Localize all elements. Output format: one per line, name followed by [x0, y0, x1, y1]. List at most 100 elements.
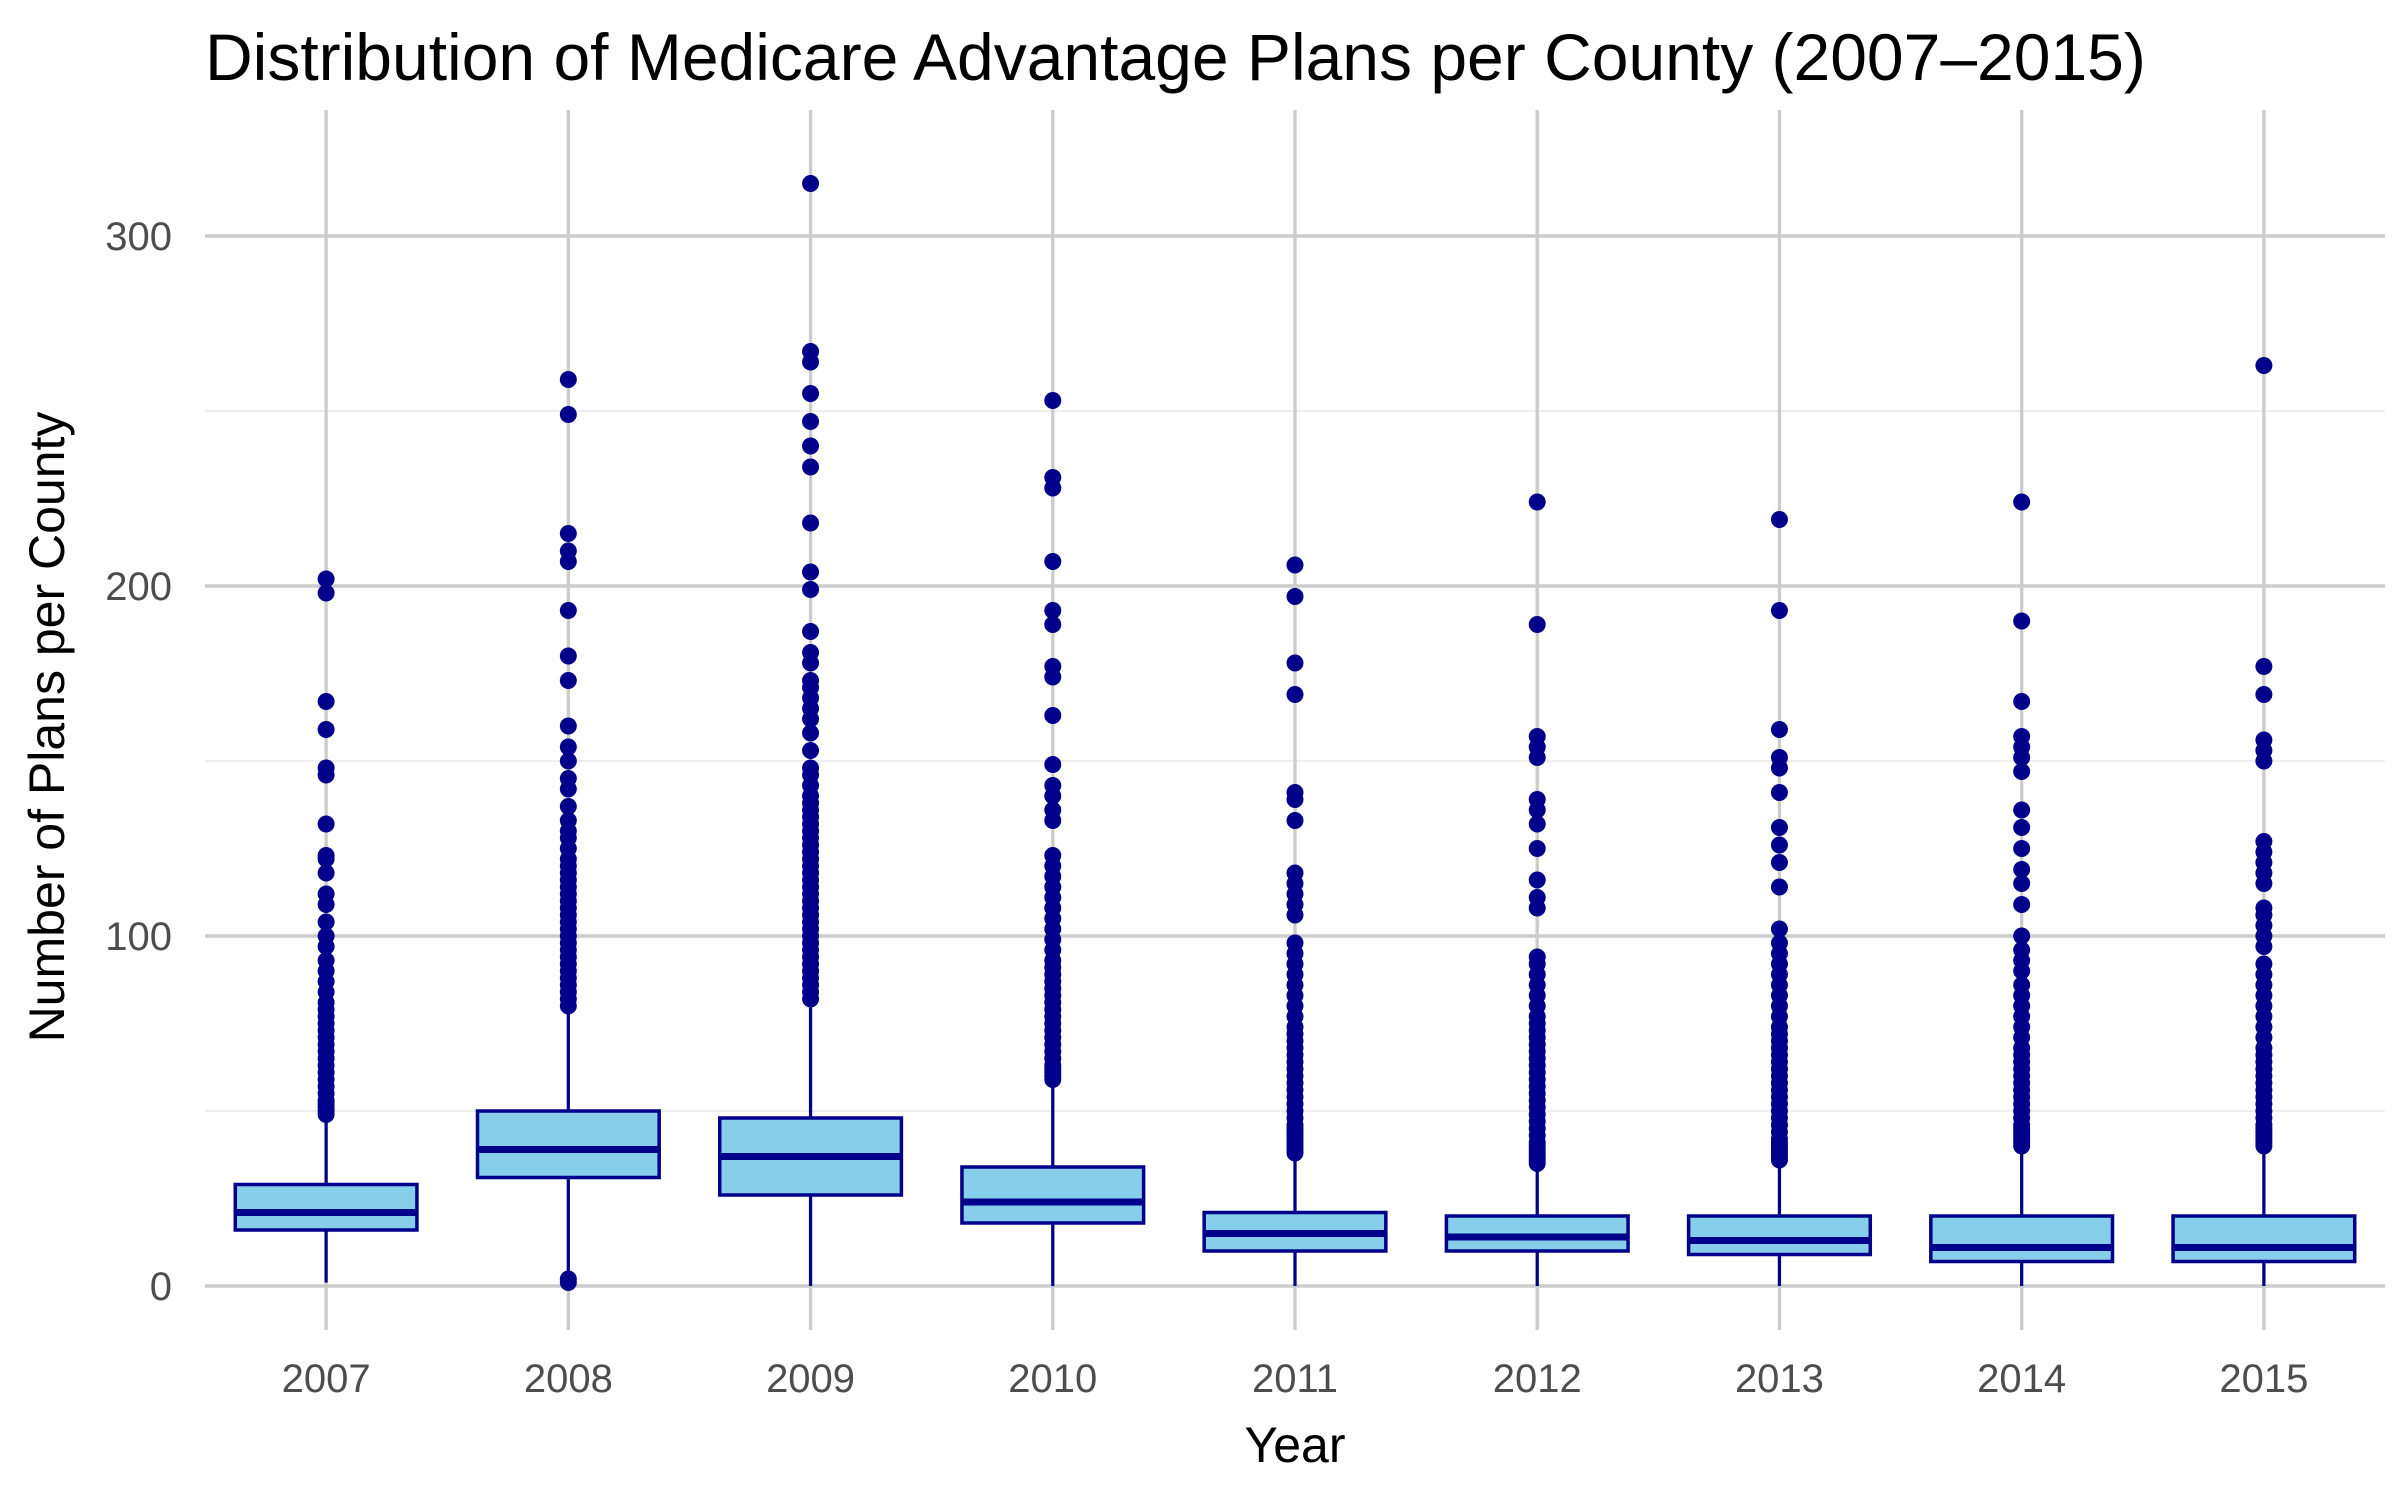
outlier-point — [2255, 955, 2273, 973]
outlier-point — [2013, 927, 2031, 945]
outlier-point — [802, 413, 820, 430]
outlier-point — [559, 812, 577, 829]
box-2007 — [233, 570, 419, 1283]
outlier-point — [2013, 728, 2031, 745]
outlier-point — [1044, 847, 1062, 864]
x-tick-label: 2008 — [524, 1357, 613, 1401]
outlier-point — [2013, 612, 2031, 630]
outlier-point — [2013, 976, 2031, 994]
outlier-point — [2255, 731, 2273, 749]
outlier-point — [1286, 864, 1304, 882]
outlier-point — [2013, 941, 2031, 959]
outlier-point — [1286, 812, 1304, 829]
box-iqr — [2171, 1214, 2357, 1264]
x-tick-label: 2011 — [1252, 1357, 1338, 1401]
outlier-point — [317, 815, 335, 833]
outlier-point — [802, 175, 820, 192]
y-tick-label: 0 — [150, 1265, 172, 1309]
x-tick-label: 2013 — [1735, 1357, 1824, 1401]
box-2009 — [717, 175, 904, 1286]
outlier-point — [1770, 721, 1788, 738]
box-iqr — [233, 1182, 419, 1232]
outlier-point — [1044, 602, 1062, 619]
y-axis-title: Number of Plans per County — [19, 412, 75, 1043]
outlier-point — [1528, 791, 1546, 808]
outlier-point — [317, 913, 335, 931]
x-tick-label: 2012 — [1493, 1357, 1582, 1401]
outlier-point — [802, 623, 820, 640]
outlier-point — [559, 525, 577, 542]
box-2010 — [960, 392, 1146, 1286]
chart-title: Distribution of Medicare Advantage Plans… — [205, 20, 2146, 94]
outlier-point — [1044, 392, 1062, 409]
x-tick-label: 2010 — [1008, 1357, 1097, 1401]
box-plots — [233, 175, 2357, 1291]
outlier-point — [2255, 357, 2273, 374]
outlier-point — [1770, 878, 1788, 896]
outlier-point — [559, 752, 577, 770]
outlier-point — [559, 798, 577, 815]
outlier-point — [802, 759, 820, 777]
outlier-point — [1044, 553, 1062, 570]
outlier-point — [317, 721, 335, 738]
outlier-point — [1044, 616, 1062, 633]
box-iqr — [1686, 1214, 1873, 1257]
outlier-point — [1528, 840, 1546, 857]
box-iqr — [475, 1109, 661, 1180]
outlier-point — [559, 406, 577, 423]
outlier-point — [2013, 801, 2031, 819]
box-2013 — [1686, 511, 1873, 1286]
outlier-point — [2255, 686, 2273, 703]
outlier-point — [802, 672, 820, 689]
outlier-point — [1528, 728, 1546, 745]
outlier-point — [1044, 658, 1062, 675]
outlier-point — [559, 602, 577, 619]
outlier-point — [317, 952, 335, 969]
outlier-point — [2013, 763, 2031, 780]
outlier-point — [802, 581, 820, 598]
outlier-point — [1770, 511, 1788, 528]
outlier-point — [559, 738, 577, 756]
outlier-point — [1528, 948, 1546, 966]
outlier-point — [2013, 896, 2031, 913]
outlier-point — [1528, 871, 1546, 889]
outlier-point — [317, 864, 335, 882]
outlier-point — [2013, 875, 2031, 892]
outlier-point — [1770, 819, 1788, 836]
outlier-point — [1528, 616, 1546, 633]
outlier-point — [802, 644, 820, 661]
x-tick-label: 2015 — [2219, 1357, 2308, 1401]
outlier-point — [802, 563, 820, 581]
x-axis-ticks: 2007 2008 2009 2010 2011 2012 2013 2014 2015 — [282, 1357, 2309, 1401]
outlier-point — [1044, 469, 1062, 486]
outlier-point — [1770, 784, 1788, 801]
outlier-point — [1528, 889, 1546, 906]
outlier-point — [802, 514, 820, 532]
outlier-point — [1528, 493, 1546, 511]
outlier-point — [317, 584, 335, 602]
box-iqr — [1929, 1214, 2115, 1264]
outlier-point — [1044, 777, 1062, 794]
outlier-point — [2255, 899, 2273, 917]
box-2015 — [2171, 357, 2357, 1286]
x-tick-label: 2014 — [1977, 1357, 2066, 1401]
outlier-point — [317, 693, 335, 710]
outlier-point — [559, 647, 577, 665]
outlier-point — [1528, 815, 1546, 833]
outlier-point — [1770, 934, 1788, 952]
x-tick-label: 2009 — [766, 1357, 855, 1401]
box-2008 — [475, 371, 661, 1291]
x-axis-title: Year — [1244, 1417, 1345, 1473]
y-axis-ticks: 0 100 200 300 — [105, 215, 172, 1309]
outlier-point — [317, 927, 335, 945]
outlier-point — [1770, 920, 1788, 938]
outlier-point — [802, 742, 820, 759]
outlier-point — [2013, 493, 2031, 511]
outlier-point — [559, 672, 577, 689]
outlier-point — [317, 759, 335, 777]
outlier-point — [802, 724, 820, 742]
outlier-point — [1770, 749, 1788, 766]
outlier-point — [559, 717, 577, 735]
x-tick-label: 2007 — [282, 1357, 371, 1401]
